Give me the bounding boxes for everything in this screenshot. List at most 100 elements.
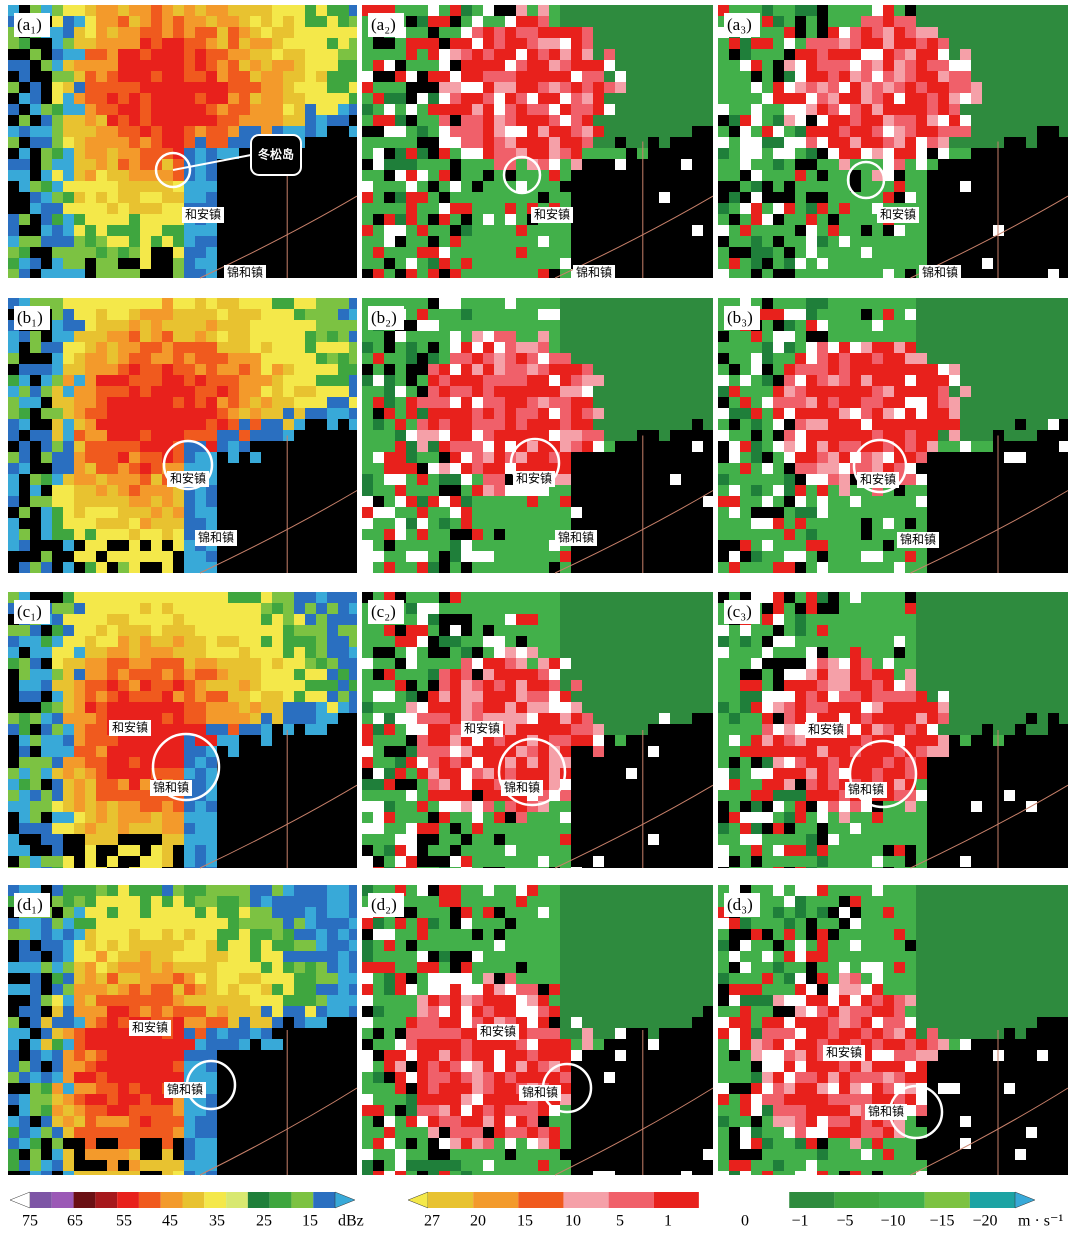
radar-cell xyxy=(960,5,971,16)
radar-cell xyxy=(784,507,795,518)
radar-cell xyxy=(703,225,713,236)
radar-cell xyxy=(795,247,806,258)
radar-cell xyxy=(670,419,681,430)
radar-cell xyxy=(681,397,692,408)
radar-cell xyxy=(1059,82,1068,93)
radar-cell xyxy=(626,247,637,258)
radar-cell xyxy=(30,408,41,419)
radar-cell xyxy=(173,397,184,408)
radar-cell xyxy=(729,463,740,474)
radar-cell xyxy=(806,181,817,192)
radar-cell xyxy=(806,148,817,159)
radar-cell xyxy=(305,320,316,331)
radar-cell xyxy=(195,236,206,247)
radar-cell xyxy=(549,375,560,386)
radar-cell xyxy=(151,93,162,104)
radar-cell xyxy=(828,170,839,181)
radar-cell xyxy=(993,408,1004,419)
radar-cell xyxy=(338,181,349,192)
radar-cell xyxy=(41,247,52,258)
radar-cell xyxy=(494,93,505,104)
radar-cell xyxy=(692,353,703,364)
radar-cell xyxy=(494,159,505,170)
radar-cell xyxy=(327,269,338,278)
radar-cell xyxy=(406,269,417,278)
radar-cell xyxy=(41,38,52,49)
radar-cell xyxy=(195,181,206,192)
radar-cell xyxy=(52,71,63,82)
radar-cell xyxy=(637,126,648,137)
radar-cell xyxy=(184,408,195,419)
radar-cell xyxy=(839,247,850,258)
radar-cell xyxy=(461,104,472,115)
radar-cell xyxy=(839,320,850,331)
radar-cell xyxy=(718,49,729,60)
radar-cell xyxy=(439,309,450,320)
radar-cell xyxy=(960,225,971,236)
radar-cell xyxy=(938,60,949,71)
radar-cell xyxy=(993,419,1004,430)
radar-cell xyxy=(872,320,883,331)
radar-cell xyxy=(349,60,357,71)
radar-cell xyxy=(571,419,582,430)
radar-cell xyxy=(338,126,349,137)
radar-cell xyxy=(327,148,338,159)
radar-cell xyxy=(527,540,538,551)
radar-cell xyxy=(949,320,960,331)
radar-cell xyxy=(1037,192,1048,203)
radar-cell xyxy=(817,474,828,485)
radar-cell xyxy=(494,562,505,573)
radar-cell xyxy=(162,529,173,540)
radar-cell xyxy=(239,71,250,82)
radar-cell xyxy=(615,419,626,430)
radar-cell xyxy=(74,60,85,71)
radar-cell xyxy=(483,353,494,364)
radar-cell xyxy=(373,71,384,82)
radar-cell xyxy=(450,474,461,485)
radar-cell xyxy=(250,364,261,375)
radar-cell xyxy=(659,115,670,126)
radar-cell xyxy=(670,540,681,551)
radar-cell xyxy=(206,331,217,342)
radar-cell xyxy=(373,60,384,71)
radar-cell xyxy=(626,27,637,38)
radar-cell xyxy=(316,49,327,60)
radar-cell xyxy=(670,126,681,137)
radar-cell xyxy=(828,225,839,236)
radar-cell xyxy=(784,386,795,397)
radar-cell xyxy=(626,375,637,386)
radar-cell xyxy=(140,408,151,419)
radar-cell xyxy=(41,126,52,137)
radar-cell xyxy=(30,38,41,49)
radar-cell xyxy=(1004,214,1015,225)
radar-cell xyxy=(949,298,960,309)
radar-cell xyxy=(505,342,516,353)
radar-cell xyxy=(762,181,773,192)
radar-cell xyxy=(872,551,883,562)
radar-cell xyxy=(362,236,373,247)
radar-cell xyxy=(1026,225,1037,236)
radar-cell xyxy=(217,225,228,236)
radar-cell xyxy=(505,60,516,71)
radar-cell xyxy=(439,247,450,258)
radar-cell xyxy=(294,551,305,562)
radar-cell xyxy=(1059,540,1068,551)
radar-cell xyxy=(828,397,839,408)
radar-cell xyxy=(850,247,861,258)
radar-cell xyxy=(938,5,949,16)
radar-cell xyxy=(373,82,384,93)
radar-cell xyxy=(349,93,357,104)
radar-cell xyxy=(417,474,428,485)
radar-cell xyxy=(450,430,461,441)
radar-cell xyxy=(729,236,740,247)
radar-cell xyxy=(461,298,472,309)
town-name: 锦和镇 xyxy=(558,531,594,545)
radar-cell xyxy=(349,104,357,115)
radar-cell xyxy=(762,93,773,104)
radar-cell xyxy=(938,16,949,27)
radar-cell xyxy=(527,386,538,397)
radar-cell xyxy=(250,496,261,507)
radar-cell xyxy=(982,203,993,214)
radar-cell xyxy=(773,170,784,181)
radar-cell xyxy=(828,192,839,203)
